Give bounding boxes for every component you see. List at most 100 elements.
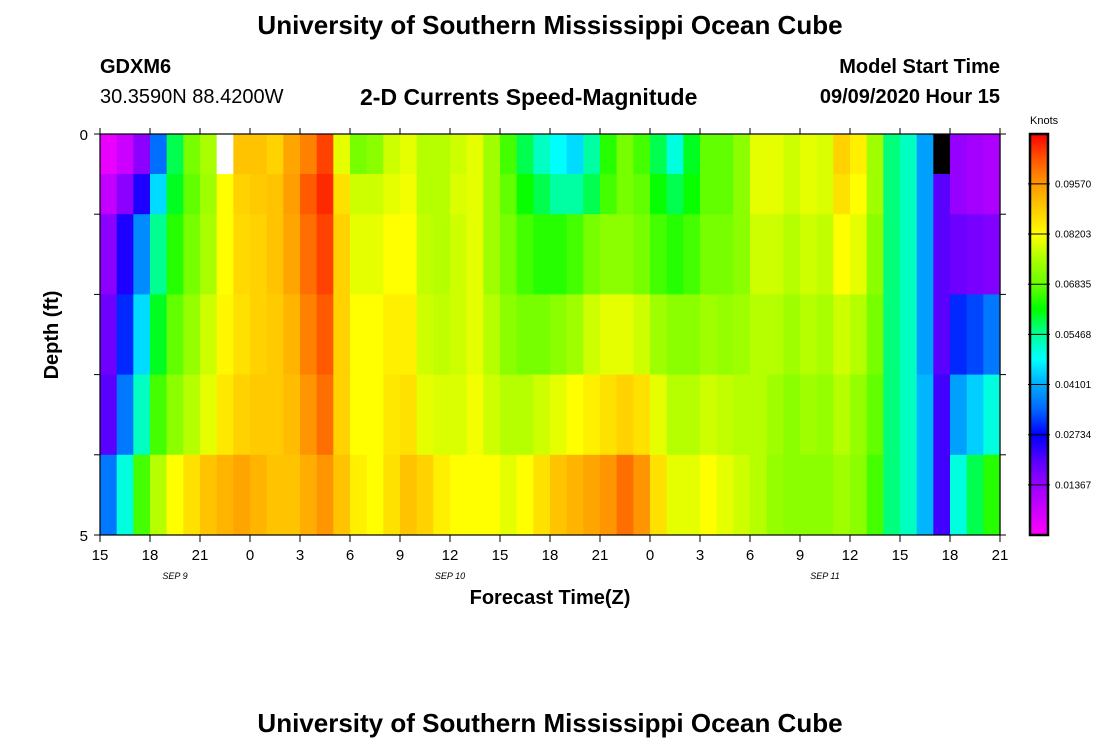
heatmap-cell: [650, 294, 668, 376]
heatmap-cell: [666, 134, 684, 175]
masked-cell: [936, 134, 947, 174]
heatmap-cell: [950, 214, 968, 295]
heatmap-cell: [566, 214, 584, 295]
heatmap-cell: [683, 134, 701, 175]
heatmap-cell: [650, 214, 668, 295]
heatmap-cell: [966, 454, 984, 536]
heatmap-cell: [433, 174, 451, 215]
heatmap-cell: [433, 214, 451, 295]
heatmap-cell: [883, 214, 901, 295]
heatmap-cell: [416, 374, 434, 456]
heatmap-cell: [250, 454, 268, 536]
heatmap-cell: [683, 454, 701, 536]
heatmap-cell: [683, 214, 701, 295]
heatmap-cell: [116, 134, 134, 175]
y-axis: 05: [80, 127, 1006, 545]
x-tick-label: 12: [842, 547, 859, 564]
heatmap-cell: [383, 134, 401, 175]
heatmap-cell: [983, 294, 1001, 376]
heatmap-cell: [400, 374, 418, 456]
heatmap-cell: [616, 374, 634, 456]
colorbar-tick-label: 0.05468: [1055, 330, 1092, 341]
heatmap-cell: [416, 294, 434, 376]
heatmap-cell: [200, 214, 218, 295]
heatmap-cell: [466, 454, 484, 536]
station-coordinates: 30.3590N 88.4200W: [100, 86, 284, 108]
heatmap-cell: [300, 174, 318, 215]
heatmap-cell: [866, 374, 884, 456]
heatmap-cell: [500, 294, 518, 376]
heatmap-cell: [316, 134, 334, 175]
heatmap-cell: [283, 174, 301, 215]
heatmap-cell: [616, 174, 634, 215]
heatmap-cell: [733, 174, 751, 215]
heatmap-cell: [766, 134, 784, 175]
heatmap-cell: [600, 374, 618, 456]
heatmap-cell: [883, 454, 901, 536]
heatmap-cell: [983, 174, 1001, 215]
heatmap-cell: [716, 294, 734, 376]
heatmap-cell: [900, 294, 918, 376]
heatmap-cell: [500, 134, 518, 175]
x-tick-label: 18: [542, 547, 559, 564]
heatmap-cell: [600, 214, 618, 295]
heatmap-cell: [683, 174, 701, 215]
heatmap-cell: [433, 374, 451, 456]
heatmap-cell: [316, 214, 334, 295]
heatmap-cell: [600, 134, 618, 175]
heatmap-cell: [500, 374, 518, 456]
x-tick-label: 9: [796, 547, 804, 564]
heatmap-cell: [766, 454, 784, 536]
date-label: SEP 10: [435, 571, 465, 581]
heatmap-cell: [183, 294, 201, 376]
heatmap-cell: [300, 454, 318, 536]
heatmap-cell: [316, 174, 334, 215]
heatmap-cell: [150, 134, 168, 175]
date-labels: SEP 9 SEP 10 SEP 11: [162, 571, 839, 581]
heatmap-cell: [983, 454, 1001, 536]
heatmap-cell: [216, 214, 234, 295]
heatmap-cell: [783, 214, 801, 295]
heatmap-cell: [233, 294, 251, 376]
heatmap-cell: [400, 134, 418, 175]
heatmap-cell: [866, 174, 884, 215]
heatmap-cell: [233, 174, 251, 215]
heatmap-cell: [966, 214, 984, 295]
heatmap-cell: [450, 294, 468, 376]
heatmap-cell: [616, 294, 634, 376]
heatmap-cell: [916, 214, 934, 295]
heatmap-cell: [266, 174, 284, 215]
heatmap-cell: [266, 214, 284, 295]
heatmap-cell: [566, 174, 584, 215]
heatmap-cell: [933, 374, 951, 456]
y-tick-label: 5: [80, 528, 88, 545]
heatmap-cell: [900, 134, 918, 175]
colorbar-tick-label: 0.02734: [1055, 430, 1092, 441]
x-tick-label: 21: [592, 547, 609, 564]
heatmap-cell: [466, 174, 484, 215]
heatmap-cell: [783, 374, 801, 456]
heatmap-cell: [416, 174, 434, 215]
heatmap-cell: [816, 374, 834, 456]
heatmap-cell: [250, 134, 268, 175]
heatmap-cell: [750, 374, 768, 456]
heatmap-cell: [666, 454, 684, 536]
heatmap-cell: [700, 374, 718, 456]
heatmap-cell: [466, 374, 484, 456]
heatmap-cell: [650, 374, 668, 456]
heatmap-cell: [966, 174, 984, 215]
heatmap-cell: [866, 214, 884, 295]
heatmap-cell: [333, 374, 351, 456]
heatmap-cell: [950, 294, 968, 376]
heatmap-cell: [216, 294, 234, 376]
heatmap-cell: [250, 294, 268, 376]
heatmap-cell: [350, 454, 368, 536]
heatmap-cell: [250, 374, 268, 456]
station-id: GDXM6: [100, 56, 172, 78]
heatmap-cell: [483, 214, 501, 295]
heatmap-cell: [100, 454, 118, 536]
heatmap-cell: [583, 454, 601, 536]
heatmap-cell: [533, 134, 551, 175]
heatmap-cell: [533, 214, 551, 295]
heatmap-cell: [433, 454, 451, 536]
